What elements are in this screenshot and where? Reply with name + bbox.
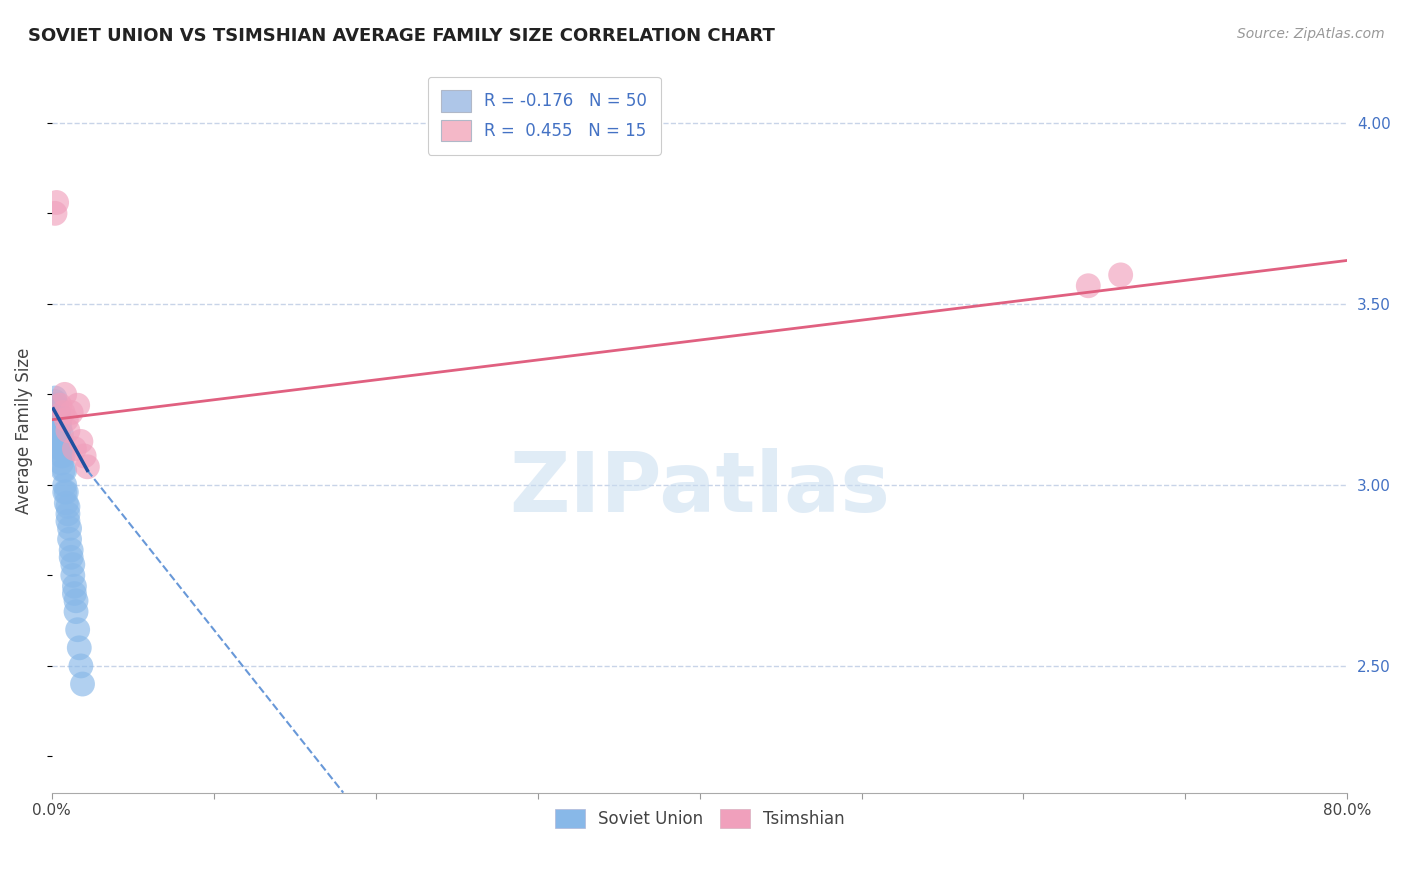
Point <box>51 427 73 442</box>
Point <box>44 413 66 427</box>
Point <box>46 427 69 442</box>
Point <box>44 394 66 409</box>
Point <box>56 500 79 514</box>
Point <box>55 485 77 500</box>
Point <box>44 206 66 220</box>
Point <box>46 405 69 419</box>
Point <box>52 449 75 463</box>
Point <box>53 387 76 401</box>
Text: ZIPatlas: ZIPatlas <box>509 448 890 529</box>
Point <box>49 442 72 456</box>
Point <box>53 463 76 477</box>
Point <box>58 532 80 546</box>
Point <box>72 677 94 691</box>
Point <box>70 434 93 449</box>
Point <box>45 405 67 419</box>
Point <box>62 558 84 572</box>
Point <box>44 401 66 416</box>
Point <box>45 417 67 431</box>
Point <box>51 456 73 470</box>
Point <box>46 413 69 427</box>
Point <box>55 496 77 510</box>
Point <box>65 593 87 607</box>
Point <box>60 405 83 419</box>
Point <box>44 391 66 405</box>
Y-axis label: Average Family Size: Average Family Size <box>15 347 32 514</box>
Point <box>65 605 87 619</box>
Point <box>42 398 65 412</box>
Point <box>66 398 89 412</box>
Point <box>45 401 67 416</box>
Point <box>51 434 73 449</box>
Point <box>49 413 72 427</box>
Text: Source: ZipAtlas.com: Source: ZipAtlas.com <box>1237 27 1385 41</box>
Point <box>53 478 76 492</box>
Point <box>70 659 93 673</box>
Point <box>63 586 86 600</box>
Point <box>53 485 76 500</box>
Point <box>51 449 73 463</box>
Point <box>45 195 67 210</box>
Point <box>46 409 69 423</box>
Point <box>45 398 67 412</box>
Point <box>63 442 86 456</box>
Point <box>67 640 90 655</box>
Point <box>46 424 69 438</box>
Point <box>1109 268 1132 282</box>
Point <box>52 463 75 477</box>
Point <box>42 405 65 419</box>
Point <box>49 398 72 412</box>
Point <box>56 507 79 521</box>
Point <box>73 449 96 463</box>
Point <box>44 409 66 423</box>
Point <box>63 579 86 593</box>
Text: SOVIET UNION VS TSIMSHIAN AVERAGE FAMILY SIZE CORRELATION CHART: SOVIET UNION VS TSIMSHIAN AVERAGE FAMILY… <box>28 27 775 45</box>
Point <box>52 442 75 456</box>
Point <box>60 543 83 558</box>
Point <box>45 420 67 434</box>
Point <box>60 550 83 565</box>
Point <box>66 623 89 637</box>
Point <box>1077 278 1099 293</box>
Point <box>58 521 80 535</box>
Point <box>76 459 98 474</box>
Point <box>56 514 79 528</box>
Point <box>49 420 72 434</box>
Point <box>52 405 75 419</box>
Point <box>62 568 84 582</box>
Point <box>49 434 72 449</box>
Point <box>56 424 79 438</box>
Point <box>55 413 77 427</box>
Legend: Soviet Union, Tsimshian: Soviet Union, Tsimshian <box>548 803 851 835</box>
